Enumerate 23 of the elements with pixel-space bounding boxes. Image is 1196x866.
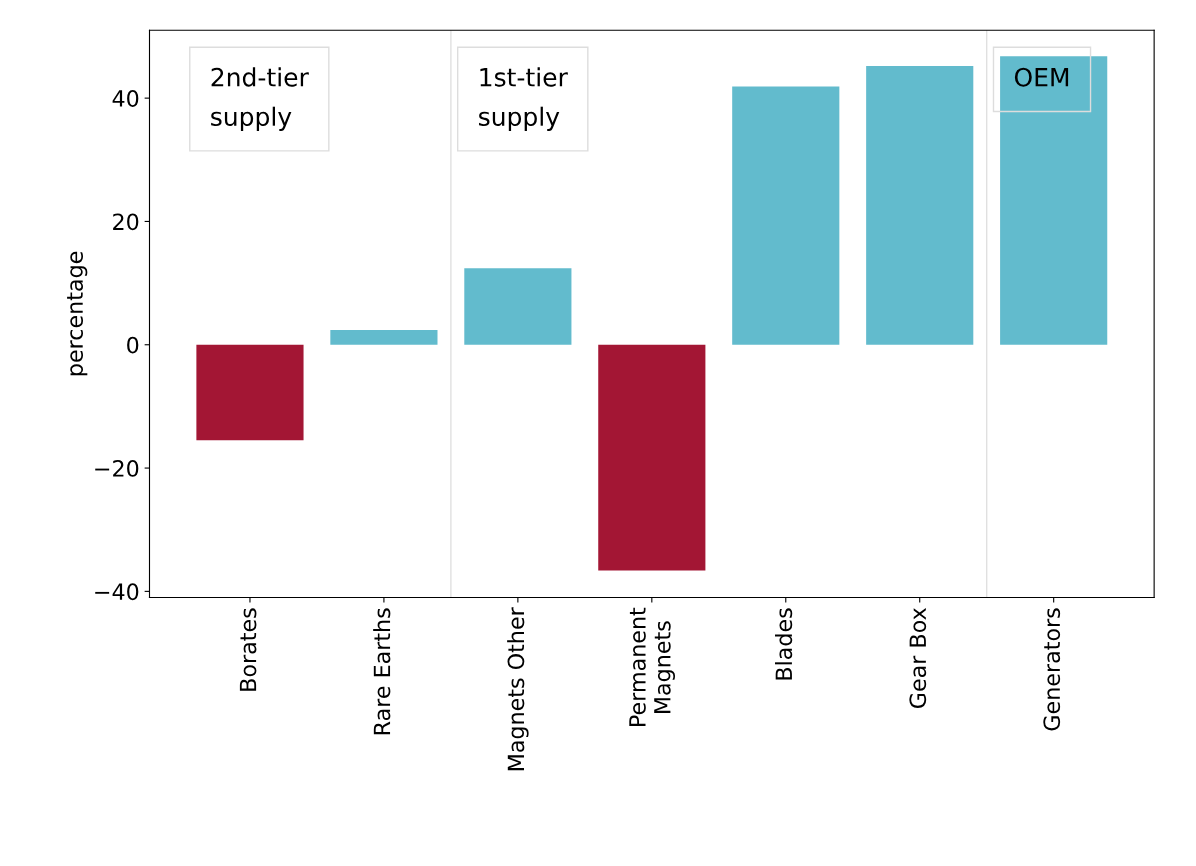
bar — [598, 344, 706, 571]
x-tick-label: Permanent Magnets — [629, 607, 676, 726]
y-tick-label: 20 — [113, 213, 139, 231]
bar — [732, 86, 840, 345]
bar — [196, 344, 304, 441]
y-axis-title: percentage — [67, 251, 88, 376]
annotation: 1st-tier supply — [479, 67, 568, 131]
y-tick-label: 0 — [127, 336, 139, 354]
bar — [464, 268, 572, 345]
bar — [1000, 56, 1108, 345]
y-tick-label: −20 — [95, 460, 139, 477]
bar — [866, 66, 974, 345]
x-tick-label: Generators — [1043, 608, 1061, 731]
x-tick-label: Rare Earths — [373, 608, 391, 735]
y-tick-label: 40 — [112, 90, 139, 107]
x-tick-label: Borates — [239, 608, 257, 691]
annotation: 2nd-tier supply — [211, 67, 309, 131]
y-tick-label: −40 — [95, 583, 139, 601]
x-tick-label: Magnets Other — [507, 607, 529, 771]
annotation: OEM — [1014, 67, 1069, 87]
x-tick-label: Gear Box — [909, 607, 927, 709]
bar — [330, 329, 438, 345]
x-tick-label: Blades — [775, 608, 793, 680]
